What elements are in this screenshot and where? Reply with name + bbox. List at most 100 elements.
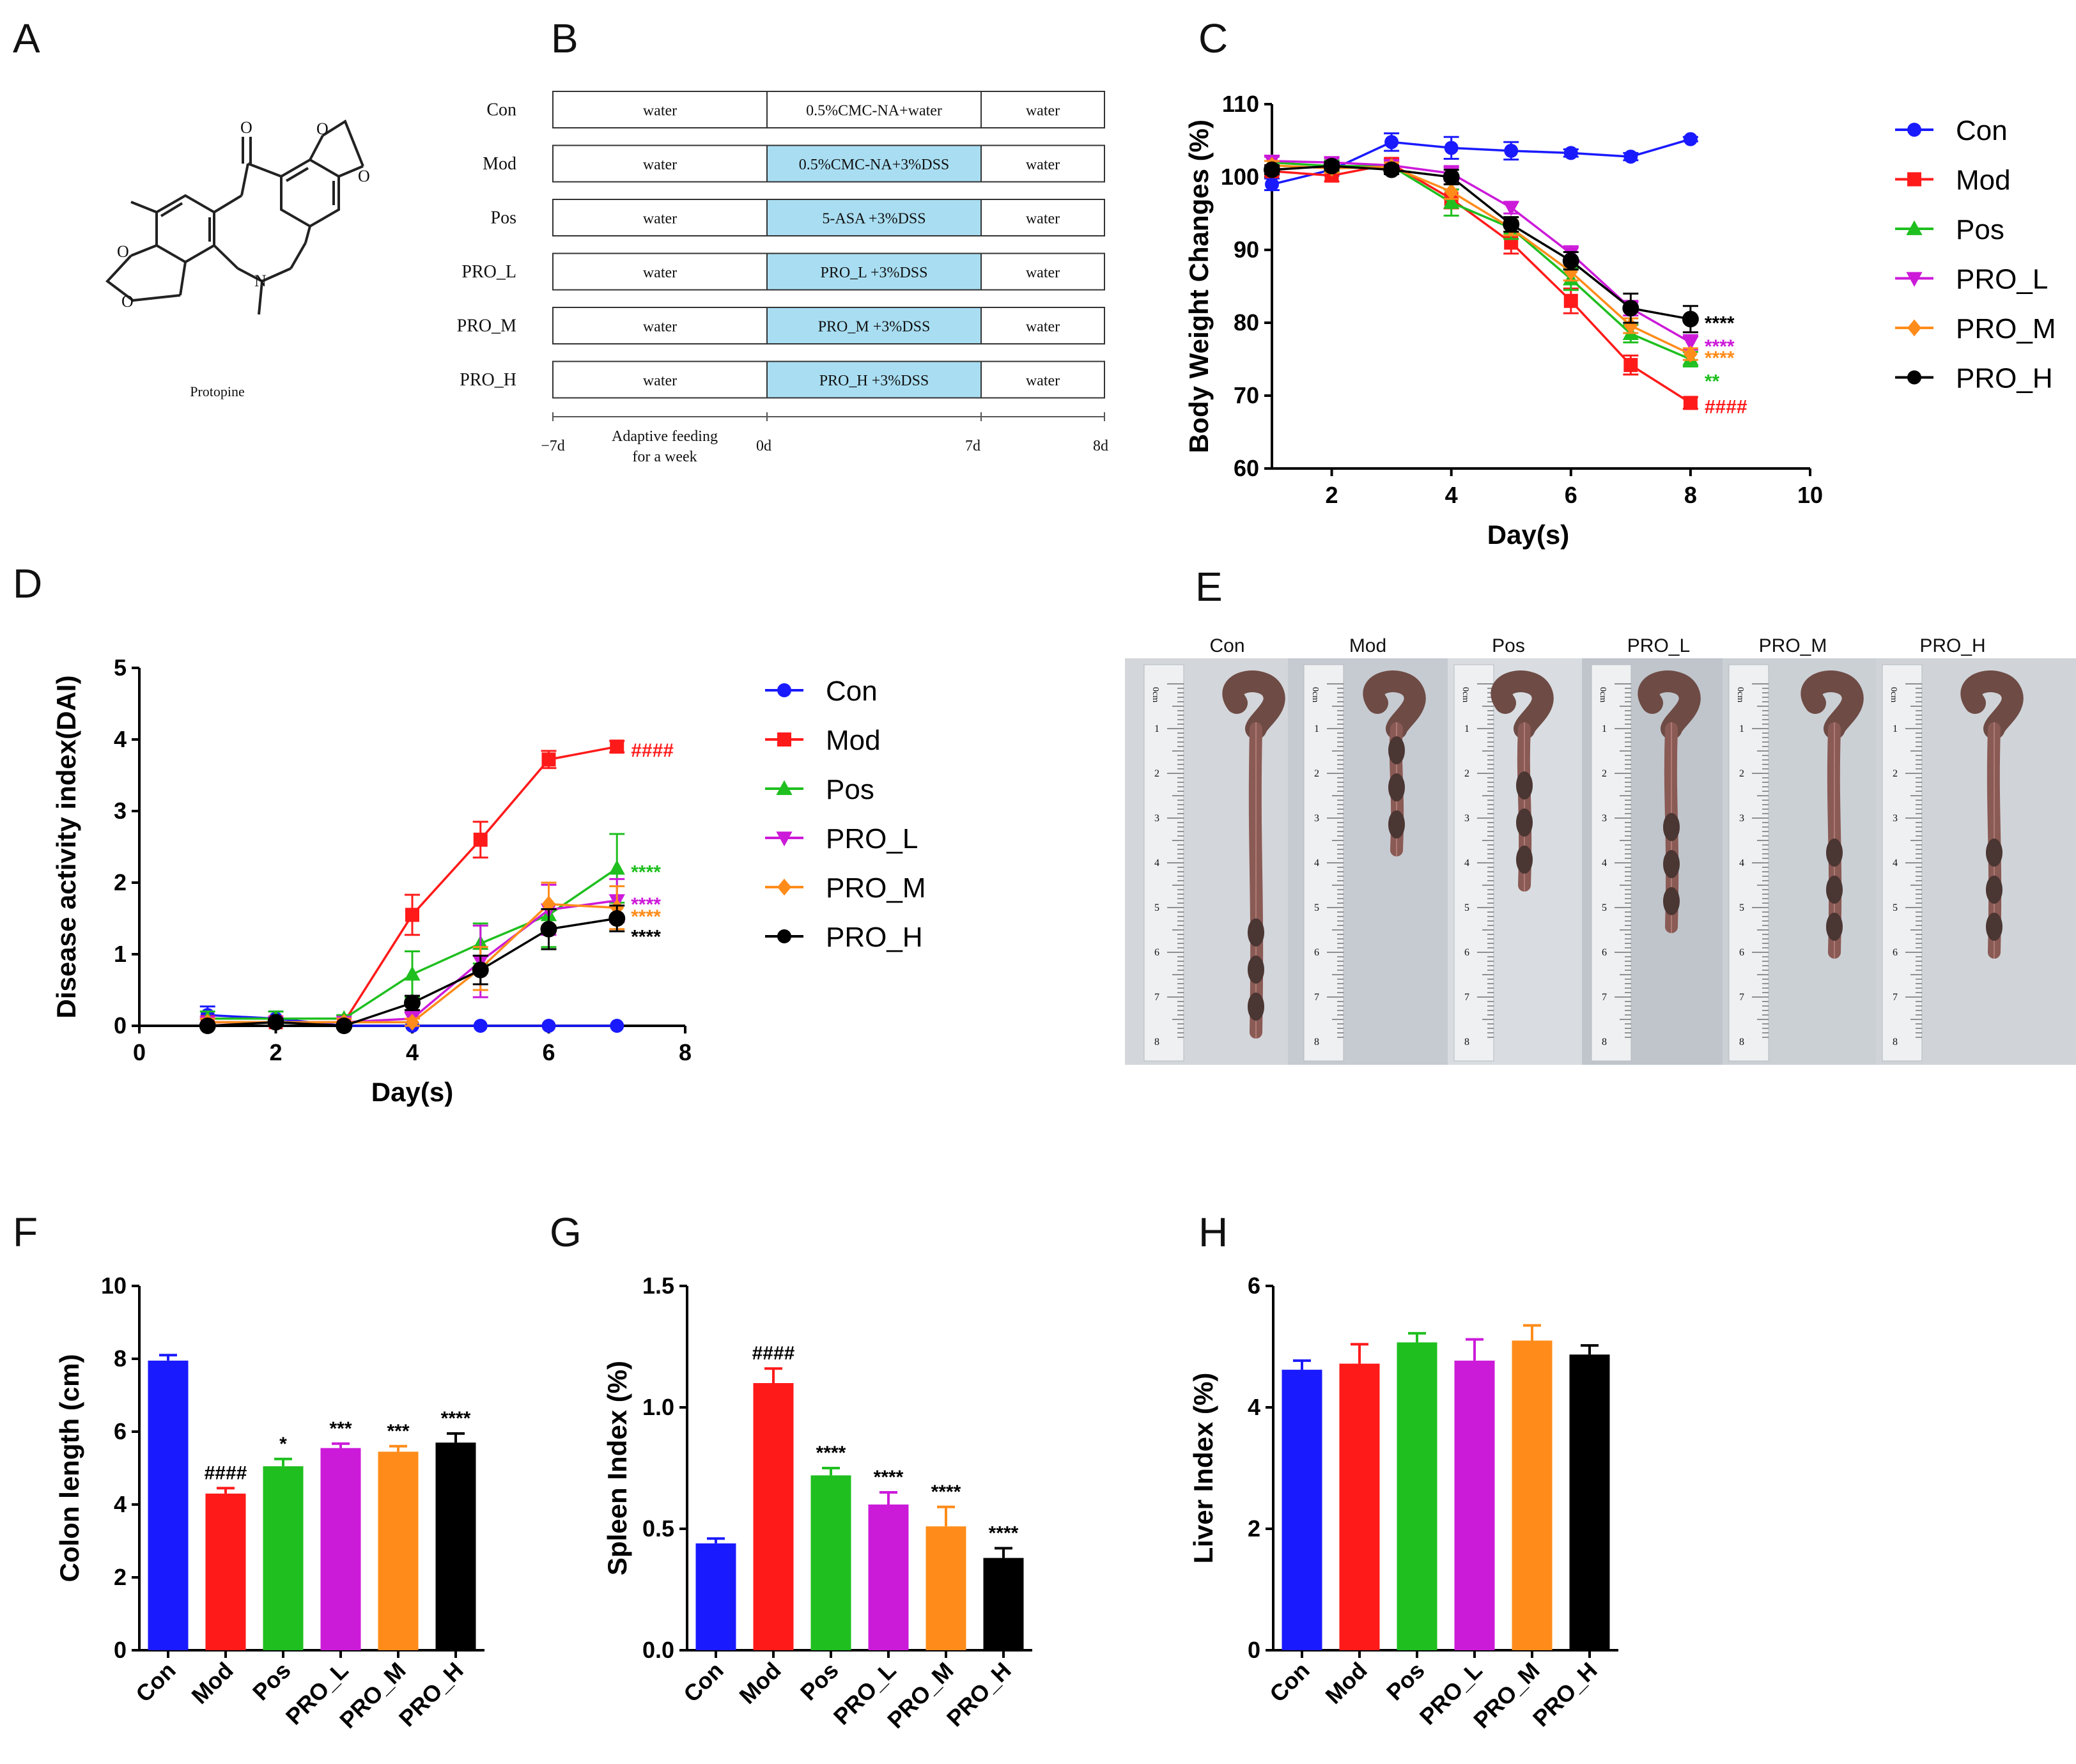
data-point bbox=[1683, 132, 1698, 146]
data-point bbox=[404, 994, 421, 1012]
significance-label: #### bbox=[205, 1462, 247, 1483]
data-point bbox=[1504, 143, 1519, 158]
bar bbox=[1512, 1340, 1553, 1650]
ruler-number: 3 bbox=[1893, 813, 1898, 824]
ruler-unit: 0cm bbox=[1310, 687, 1320, 702]
fecal-pellet bbox=[1388, 736, 1405, 764]
ruler-number: 4 bbox=[1464, 858, 1469, 869]
ruler-number: 1 bbox=[1154, 723, 1159, 734]
legend-item-mod: Mod bbox=[1895, 165, 2011, 196]
y-axis-title: Disease activity index(DAI) bbox=[51, 676, 81, 1019]
y-tick-label: 2 bbox=[114, 1564, 127, 1590]
data-point bbox=[610, 1019, 624, 1033]
bar bbox=[378, 1451, 419, 1650]
row-cell-treatment: 0.5%CMC-NA+3%DSS bbox=[799, 157, 950, 173]
fecal-pellet bbox=[1663, 887, 1680, 915]
ruler-number: 3 bbox=[1602, 813, 1607, 824]
ruler-number: 7 bbox=[1893, 992, 1898, 1003]
protocol-row-pro-h: PRO_H water PRO_H +3%DSS water bbox=[460, 360, 1105, 399]
protocol-table: Con water 0.5%CMC-NA+water water Mod water 0.5… bbox=[457, 91, 1105, 399]
legend-item-pro-l: PRO_L bbox=[1895, 264, 2048, 295]
y-tick-label: 10 bbox=[101, 1273, 127, 1299]
atom-o-right-1: O bbox=[316, 120, 329, 138]
cecum bbox=[1801, 670, 1864, 739]
row-cell-pre: water bbox=[643, 373, 677, 389]
ruler-number: 7 bbox=[1314, 992, 1319, 1003]
data-point bbox=[473, 832, 488, 847]
ruler-number: 8 bbox=[1602, 1037, 1607, 1048]
panel-a: A bbox=[13, 15, 370, 399]
ruler-number: 8 bbox=[1464, 1037, 1469, 1048]
panel-b: B Con water 0.5%CMC-NA+water water Mod water 0… bbox=[457, 15, 1108, 465]
series-pro-h bbox=[199, 904, 626, 1034]
y-tick-label: 70 bbox=[1234, 382, 1259, 408]
ruler-number: 4 bbox=[1893, 858, 1898, 869]
data-point bbox=[267, 1014, 284, 1031]
ruler-number: 7 bbox=[1602, 992, 1607, 1003]
data-point bbox=[1563, 293, 1578, 308]
row-highlight bbox=[767, 146, 981, 182]
significance-label: **** bbox=[1705, 348, 1735, 369]
bar bbox=[926, 1526, 966, 1650]
series-pos bbox=[1264, 154, 1699, 368]
ruler-number: 3 bbox=[1314, 813, 1319, 824]
row-cell-treatment: PRO_L +3%DSS bbox=[820, 265, 927, 281]
bar bbox=[1282, 1370, 1322, 1650]
legend-item-pro-m: PRO_M bbox=[1895, 313, 2056, 344]
protopine-structure bbox=[105, 120, 364, 315]
colon bbox=[1827, 722, 1842, 959]
legend-marker bbox=[777, 878, 791, 896]
data-point bbox=[1443, 169, 1460, 185]
x-tick-label: PRO_H bbox=[941, 1657, 1016, 1732]
x-tick-label: 10 bbox=[1797, 482, 1823, 508]
ruler-unit: 0cm bbox=[1889, 687, 1898, 702]
fecal-pellet bbox=[1516, 846, 1533, 874]
y-tick-label: 1.0 bbox=[642, 1394, 674, 1420]
x-tick-label: 0 bbox=[133, 1039, 146, 1065]
legend-label: Pos bbox=[826, 774, 874, 805]
ruler-number: 5 bbox=[1893, 902, 1898, 913]
x-tick-label: PRO_H bbox=[394, 1657, 469, 1732]
row-cell-post: water bbox=[1026, 103, 1060, 120]
row-cell-post: water bbox=[1026, 157, 1060, 173]
y-tick-label: 5 bbox=[114, 654, 127, 681]
data-point bbox=[541, 1019, 556, 1033]
cecum bbox=[1491, 670, 1554, 739]
y-tick-label: 0 bbox=[114, 1637, 127, 1663]
x-tick-label: PRO_H bbox=[1528, 1657, 1602, 1732]
ruler-number: 2 bbox=[1739, 768, 1744, 779]
row-cell-treatment: PRO_M +3%DSS bbox=[818, 319, 931, 336]
label-strip bbox=[1125, 639, 1288, 658]
panel-letter-c: C bbox=[1198, 15, 1228, 61]
data-point bbox=[1384, 135, 1399, 150]
y-axis-title: Spleen Index (%) bbox=[602, 1361, 632, 1575]
significance-label: #### bbox=[631, 740, 674, 761]
significance-label: **** bbox=[631, 862, 661, 883]
y-axis-title: Body Weight Changes (%) bbox=[1184, 120, 1214, 453]
legend-item-pos: Pos bbox=[765, 774, 874, 805]
protocol-row-con: Con water 0.5%CMC-NA+water water bbox=[486, 91, 1105, 128]
bar bbox=[810, 1475, 851, 1650]
panel-letter-b: B bbox=[551, 15, 578, 61]
fecal-pellet bbox=[1388, 810, 1405, 839]
ruler-number: 5 bbox=[1739, 902, 1744, 913]
ruler-number: 6 bbox=[1739, 947, 1744, 958]
panel-letter-g: G bbox=[550, 1209, 582, 1255]
x-axis-title: Day(s) bbox=[1487, 520, 1569, 550]
y-tick-label: 60 bbox=[1234, 455, 1259, 481]
fecal-pellet bbox=[1826, 839, 1843, 867]
panel-letter-h: H bbox=[1198, 1209, 1228, 1255]
row-cell-pre: water bbox=[643, 157, 677, 173]
data-point bbox=[608, 910, 626, 927]
ruler-number: 6 bbox=[1314, 947, 1319, 958]
bar bbox=[753, 1383, 794, 1650]
data-point bbox=[336, 1017, 353, 1034]
bar bbox=[148, 1360, 189, 1650]
fecal-pellet bbox=[1826, 913, 1843, 941]
ruler-number: 8 bbox=[1154, 1037, 1159, 1048]
atom-n: N bbox=[254, 272, 267, 290]
ruler-number: 8 bbox=[1893, 1037, 1898, 1048]
x-tick-label: 2 bbox=[269, 1039, 282, 1065]
y-tick-label: 6 bbox=[1248, 1273, 1260, 1299]
y-tick-label: 90 bbox=[1234, 236, 1259, 263]
